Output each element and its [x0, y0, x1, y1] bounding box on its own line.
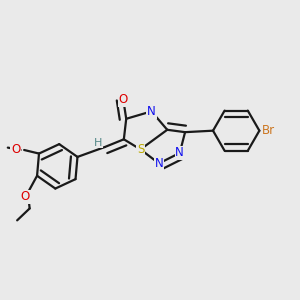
Text: O: O — [11, 143, 20, 157]
Text: Br: Br — [262, 124, 275, 137]
Text: O: O — [118, 93, 128, 106]
Text: N: N — [147, 105, 156, 118]
Text: O: O — [20, 190, 30, 203]
Text: N: N — [175, 146, 184, 160]
Text: H: H — [94, 138, 103, 148]
Text: S: S — [137, 143, 144, 156]
Text: N: N — [154, 157, 163, 170]
